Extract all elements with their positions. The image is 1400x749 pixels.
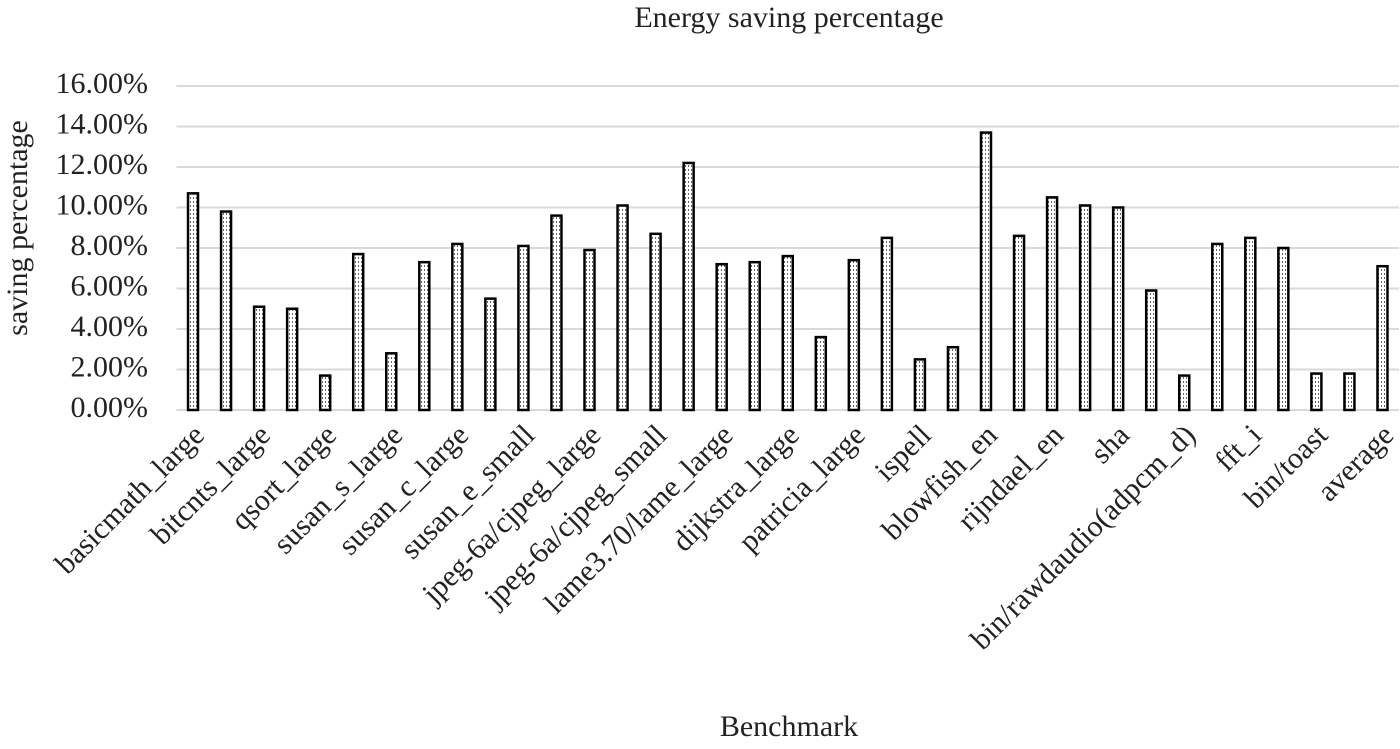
y-tick-label: 12.00% [56, 148, 149, 181]
bar [1277, 246, 1290, 412]
bar [946, 345, 960, 412]
bar [880, 236, 894, 412]
bar [1211, 242, 1224, 412]
x-tick-label: bin/rawdaudio(adpcm_d) [964, 418, 1202, 656]
bar [682, 161, 695, 412]
bar [351, 252, 365, 412]
chart-title: Energy saving percentage [634, 1, 943, 34]
bar [814, 335, 828, 412]
bar [1177, 374, 1191, 412]
bar [285, 307, 299, 412]
y-tick-label: 4.00% [71, 310, 149, 343]
bar [781, 254, 794, 412]
bar [913, 358, 927, 412]
y-axis-title: saving percentage [1, 120, 34, 336]
x-tick-label: sha [1084, 418, 1136, 470]
bar [318, 374, 332, 412]
bar [451, 242, 464, 412]
bar [484, 297, 497, 412]
bar [1111, 206, 1125, 412]
bar [979, 131, 993, 412]
y-tick-label: 10.00% [56, 188, 149, 221]
bar [418, 260, 431, 412]
bar [1343, 372, 1356, 412]
x-axis-title: Benchmark [720, 710, 858, 743]
bar [517, 244, 530, 412]
bar [583, 248, 596, 412]
bar [1376, 264, 1389, 412]
bar [252, 305, 266, 412]
x-tick-label: average [1311, 418, 1400, 507]
y-tick-label: 0.00% [71, 391, 149, 424]
bar [1144, 289, 1158, 412]
bar [385, 352, 398, 412]
bar [219, 210, 233, 412]
bar [1045, 196, 1059, 412]
bar [1012, 234, 1026, 412]
y-tick-label: 2.00% [71, 350, 149, 383]
bar [1078, 204, 1092, 412]
y-tick-label: 16.00% [56, 67, 149, 100]
y-tick-label: 8.00% [71, 229, 149, 262]
bar [748, 260, 761, 412]
bar [1244, 236, 1257, 412]
y-tick-label: 14.00% [56, 107, 149, 140]
bar [186, 192, 200, 412]
bar [1310, 372, 1323, 412]
bar [616, 204, 629, 412]
bar [847, 258, 861, 412]
bar [550, 214, 563, 412]
bar [649, 232, 662, 412]
bar [715, 262, 728, 412]
y-tick-label: 6.00% [71, 269, 149, 302]
